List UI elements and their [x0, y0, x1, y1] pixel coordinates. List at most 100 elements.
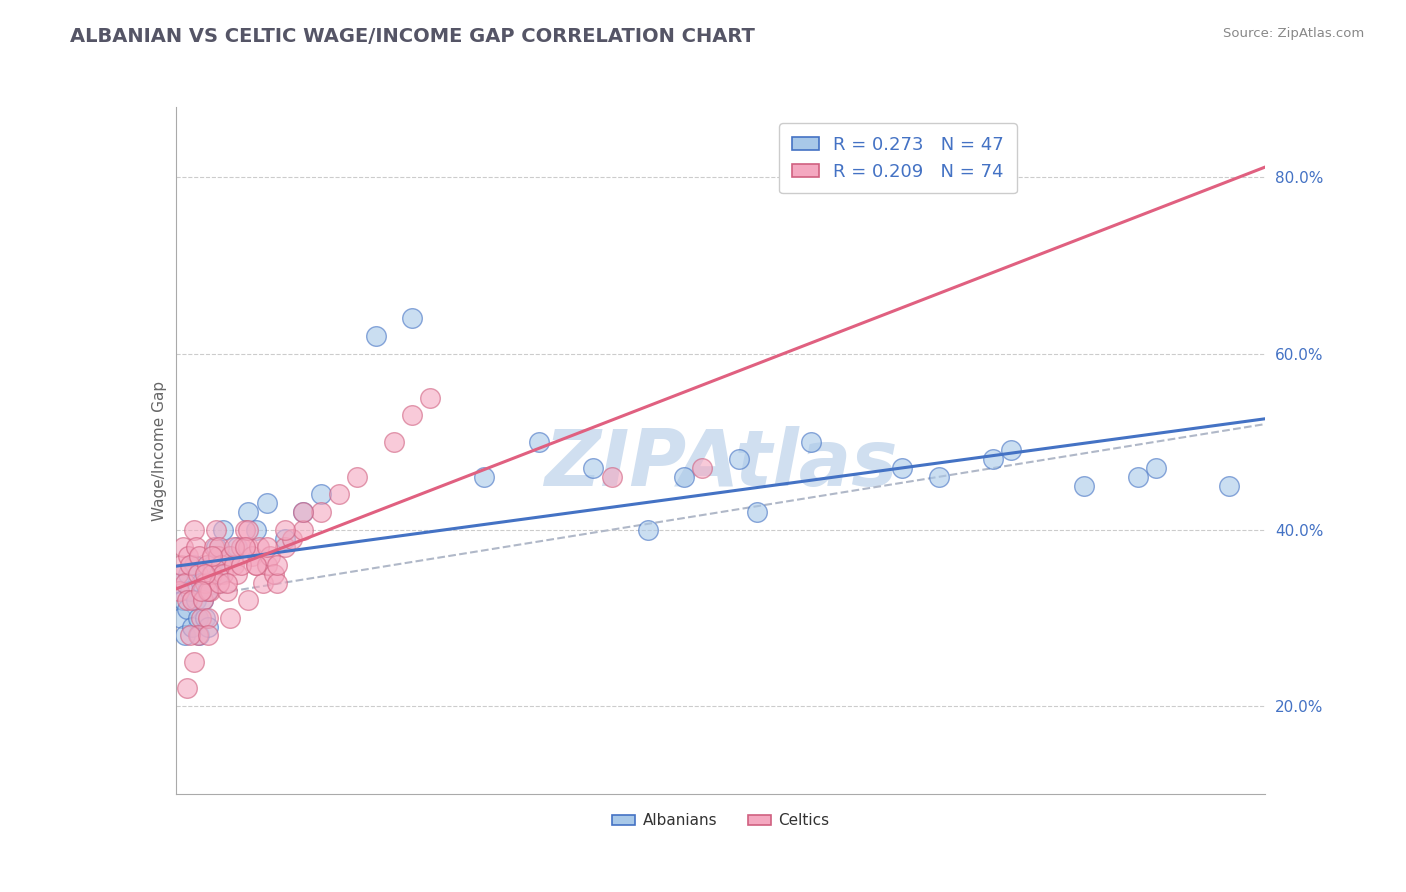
Point	[238, 523, 260, 537]
Point	[172, 593, 194, 607]
Point	[401, 311, 423, 326]
Point	[183, 523, 205, 537]
Point	[190, 584, 212, 599]
Legend: Albanians, Celtics: Albanians, Celtics	[606, 807, 835, 834]
Point	[188, 628, 211, 642]
Point	[191, 593, 214, 607]
Point	[328, 487, 350, 501]
Point	[176, 681, 198, 696]
Point	[291, 505, 314, 519]
Point	[212, 566, 235, 581]
Point	[281, 532, 304, 546]
Point	[179, 558, 201, 572]
Point	[1218, 478, 1240, 492]
Point	[183, 558, 205, 572]
Point	[208, 541, 231, 555]
Point	[172, 541, 194, 555]
Point	[166, 566, 188, 581]
Point	[245, 523, 267, 537]
Point	[209, 558, 232, 572]
Point	[981, 452, 1004, 467]
Point	[226, 566, 249, 581]
Point	[212, 523, 235, 537]
Point	[177, 549, 200, 563]
Point	[346, 470, 368, 484]
Point	[204, 541, 226, 555]
Point	[800, 434, 823, 449]
Point	[364, 329, 387, 343]
Point	[401, 409, 423, 423]
Point	[208, 575, 231, 590]
Text: ALBANIAN VS CELTIC WAGE/INCOME GAP CORRELATION CHART: ALBANIAN VS CELTIC WAGE/INCOME GAP CORRE…	[70, 27, 755, 45]
Point	[186, 566, 209, 581]
Point	[1000, 443, 1022, 458]
Point	[181, 593, 204, 607]
Point	[527, 434, 550, 449]
Point	[173, 575, 195, 590]
Point	[184, 541, 207, 555]
Point	[195, 584, 218, 599]
Point	[184, 593, 207, 607]
Point	[1146, 461, 1168, 475]
Point	[727, 452, 749, 467]
Point	[274, 541, 297, 555]
Point	[219, 549, 242, 563]
Point	[201, 566, 224, 581]
Point	[194, 575, 217, 590]
Point	[419, 391, 441, 405]
Point	[309, 505, 332, 519]
Point	[219, 549, 242, 563]
Point	[233, 523, 256, 537]
Point	[177, 566, 200, 581]
Point	[226, 541, 249, 555]
Point	[238, 505, 260, 519]
Point	[1128, 470, 1150, 484]
Point	[291, 523, 314, 537]
Point	[745, 505, 768, 519]
Point	[170, 611, 193, 625]
Point	[201, 558, 224, 572]
Point	[183, 655, 205, 669]
Point	[208, 566, 231, 581]
Point	[238, 541, 260, 555]
Point	[191, 593, 214, 607]
Point	[474, 470, 496, 484]
Point	[637, 523, 659, 537]
Point	[245, 558, 267, 572]
Point	[291, 505, 314, 519]
Point	[204, 523, 226, 537]
Text: ZIPAtlas: ZIPAtlas	[544, 426, 897, 502]
Text: Source: ZipAtlas.com: Source: ZipAtlas.com	[1223, 27, 1364, 40]
Point	[194, 566, 217, 581]
Point	[266, 575, 288, 590]
Point	[245, 558, 267, 572]
Point	[222, 558, 245, 572]
Point	[202, 541, 225, 555]
Point	[188, 549, 211, 563]
Point	[256, 496, 278, 510]
Point	[186, 611, 209, 625]
Point	[231, 558, 253, 572]
Point	[309, 487, 332, 501]
Point	[673, 470, 696, 484]
Point	[173, 628, 195, 642]
Point	[195, 558, 218, 572]
Point	[181, 619, 204, 633]
Point	[215, 584, 238, 599]
Point	[256, 558, 278, 572]
Point	[186, 628, 209, 642]
Point	[219, 611, 242, 625]
Point	[176, 602, 198, 616]
Point	[169, 575, 191, 590]
Point	[176, 593, 198, 607]
Point	[247, 541, 270, 555]
Point	[274, 532, 297, 546]
Point	[179, 628, 201, 642]
Point	[222, 541, 245, 555]
Point	[190, 611, 212, 625]
Point	[200, 584, 222, 599]
Point	[891, 461, 914, 475]
Point	[274, 523, 297, 537]
Point	[197, 584, 219, 599]
Point	[263, 566, 285, 581]
